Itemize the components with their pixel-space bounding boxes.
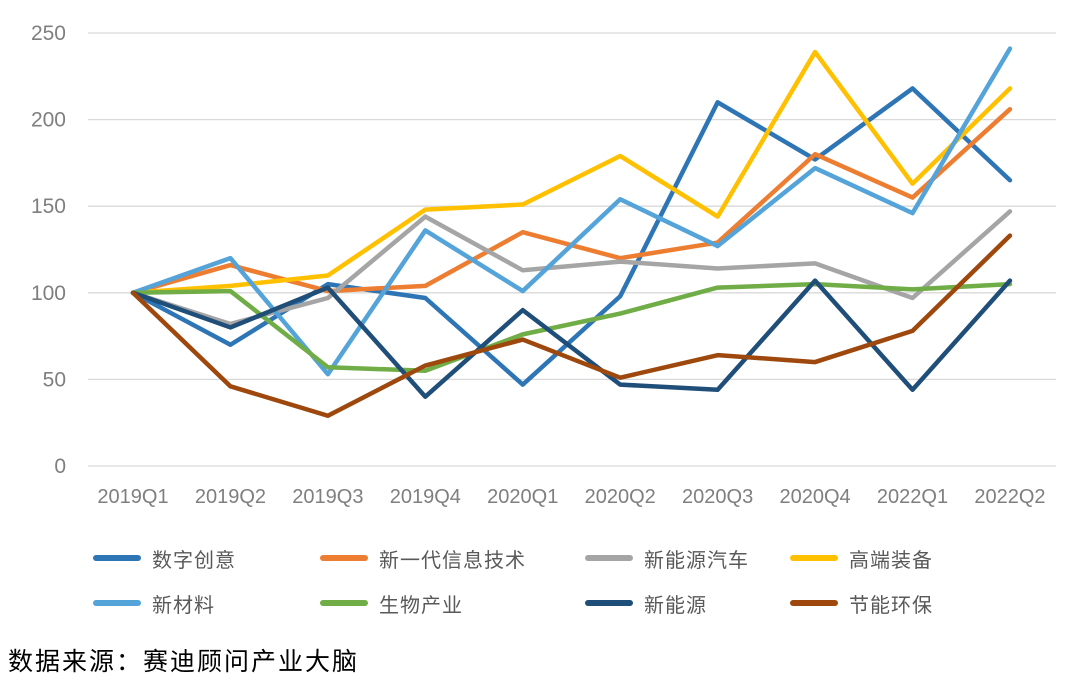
series-line-2 (130, 209, 1013, 327)
legend-item: 节能环保 (790, 581, 933, 625)
legend-swatch (790, 555, 838, 561)
legend-swatch (93, 555, 141, 561)
y-axis-tick-label: 100 (31, 282, 66, 305)
legend-label: 新一代信息技术 (379, 549, 526, 572)
legend-label: 新能源 (644, 594, 707, 617)
legend-item: 生物产业 (320, 581, 463, 625)
chart-area: 0 50 100 150 200 250 2019Q1 2019Q2 2019Q3 2019Q4 2… (31, 22, 1056, 508)
legend-item: 新一代信息技术 (320, 536, 526, 580)
series-line-5 (130, 281, 1013, 373)
x-axis-tick-label: 2019Q3 (292, 486, 363, 508)
x-axis-tick-label: 2020Q2 (585, 486, 656, 508)
legend-swatch (585, 600, 633, 606)
legend-item: 新能源 (585, 581, 707, 625)
legend-label: 新能源汽车 (644, 549, 749, 572)
series-line-4 (130, 46, 1013, 377)
y-axis-tick-label: 50 (43, 368, 66, 391)
legend-item: 新能源汽车 (585, 536, 749, 580)
legend-item: 高端装备 (790, 536, 933, 580)
legend-swatch (320, 600, 368, 606)
y-axis-tick-label: 200 (31, 109, 66, 132)
x-axis-tick-label: 2019Q4 (390, 486, 461, 508)
series-line-3 (130, 49, 1013, 296)
series-line-6 (130, 278, 1013, 399)
y-axis-tick-label: 150 (31, 195, 66, 218)
series-line-7 (130, 233, 1013, 419)
legend-label: 数字创意 (152, 549, 236, 572)
x-axis-tick-label: 2022Q1 (877, 486, 948, 508)
legend-swatch (790, 600, 838, 606)
x-axis-tick-label: 2022Q2 (974, 486, 1045, 508)
legend-label: 生物产业 (379, 594, 463, 617)
legend-row: 数字创意 新一代信息技术 新能源汽车 高端装备 (0, 536, 1080, 580)
legend-item: 数字创意 (93, 536, 236, 580)
legend-row: 新材料 生物产业 新能源 节能环保 (0, 581, 1080, 625)
legend-item: 新材料 (93, 581, 215, 625)
chart-legend: 数字创意 新一代信息技术 新能源汽车 高端装备新材料 生物产业 新能源 节能环保 (0, 536, 1080, 628)
data-source: 数据来源：赛迪顾问产业大脑 (8, 647, 360, 676)
legend-label: 高端装备 (849, 549, 933, 572)
legend-swatch (320, 555, 368, 561)
legend-label: 新材料 (152, 594, 215, 617)
legend-swatch (585, 555, 633, 561)
x-axis-tick-label: 2020Q3 (682, 486, 753, 508)
y-axis-tick-label: 250 (31, 22, 66, 45)
legend-label: 节能环保 (849, 594, 933, 617)
x-axis-tick-label: 2019Q1 (97, 486, 168, 508)
x-axis-tick-label: 2020Q1 (487, 486, 558, 508)
line-chart: 0 50 100 150 200 250 2019Q1 2019Q2 2019Q3 2019Q4 2… (31, 22, 1056, 508)
x-axis-tick-label: 2020Q4 (779, 486, 850, 508)
y-axis-tick-label: 0 (54, 455, 66, 478)
legend-swatch (93, 600, 141, 606)
x-axis-tick-label: 2019Q2 (195, 486, 266, 508)
